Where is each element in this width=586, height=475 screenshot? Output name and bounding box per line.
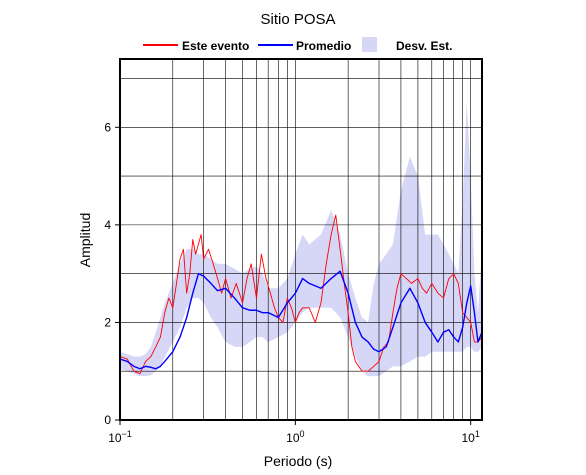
y-axis-label: Amplitud bbox=[77, 213, 93, 267]
y-tick-label: 4 bbox=[104, 218, 111, 232]
legend-label-este-evento: Este evento bbox=[182, 39, 249, 53]
series-layer bbox=[120, 214, 482, 375]
series-line-este-evento bbox=[120, 214, 482, 375]
legend: Este evento Promedio Desv. Est. bbox=[143, 37, 452, 53]
y-tick-label: 0 bbox=[104, 413, 111, 427]
std-dev-band bbox=[120, 102, 482, 377]
chart-title: Sitio POSA bbox=[260, 11, 335, 28]
y-tick-label: 2 bbox=[104, 315, 111, 329]
grid-layer bbox=[120, 59, 482, 420]
series-line-promedio bbox=[120, 270, 482, 370]
y-tick-label: 6 bbox=[104, 120, 111, 134]
legend-label-desv-est: Desv. Est. bbox=[396, 39, 452, 53]
x-tick-label: 100 bbox=[286, 429, 304, 445]
std-dev-band-layer bbox=[120, 102, 482, 377]
x-tick-label: 101 bbox=[462, 429, 480, 445]
x-axis-label: Periodo (s) bbox=[264, 453, 332, 469]
ticks-layer: 0 2 4 6 10−1 100 101 bbox=[104, 120, 480, 445]
legend-swatch-desv-est bbox=[362, 37, 377, 52]
legend-label-promedio: Promedio bbox=[296, 39, 351, 53]
plot-frame bbox=[119, 58, 483, 421]
x-tick-label: 10−1 bbox=[108, 429, 132, 445]
